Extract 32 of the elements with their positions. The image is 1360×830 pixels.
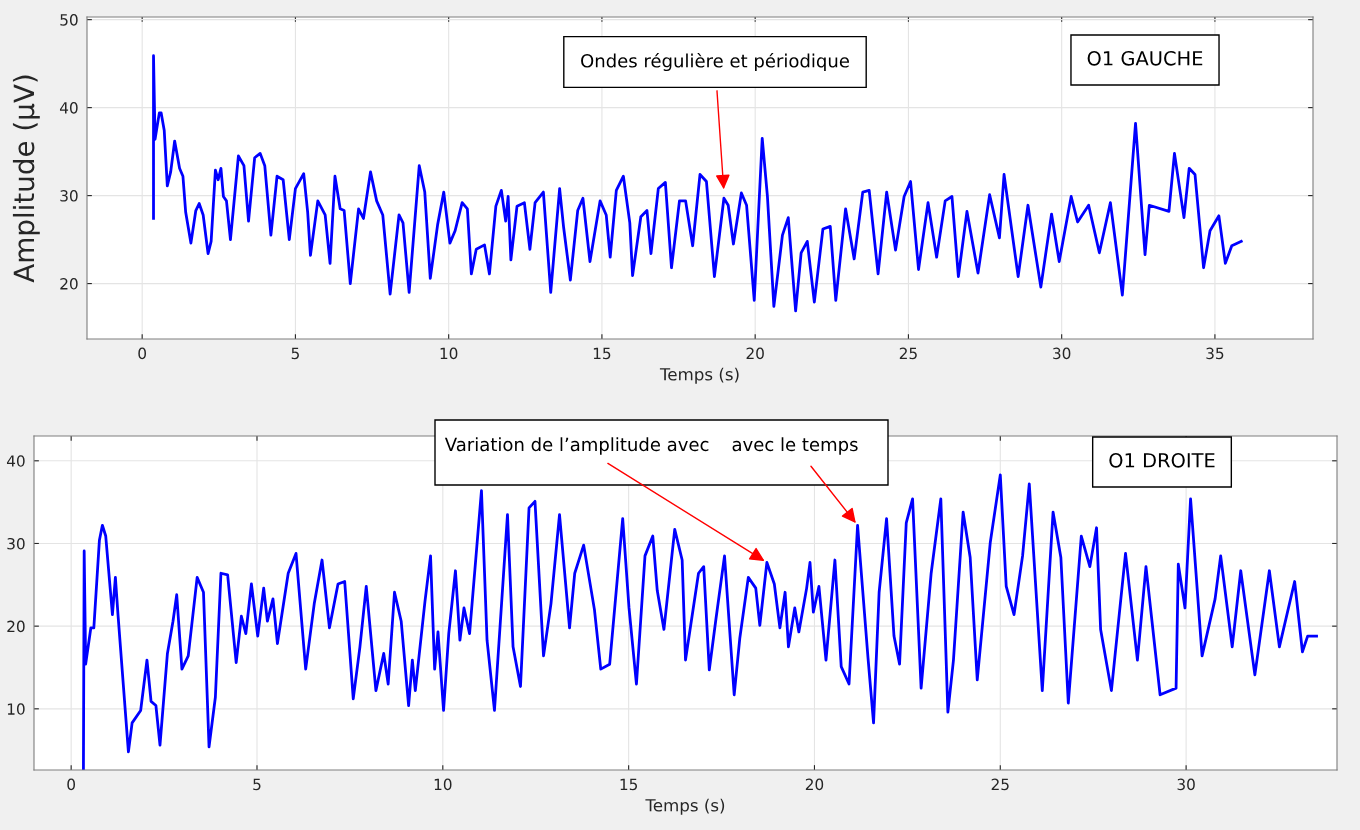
x-tick-label: 5 — [253, 778, 261, 791]
annotation: O1 DROITE — [1109, 452, 1215, 468]
x-axis-title: Temps (s) — [659, 367, 739, 384]
y-tick-label: 40 — [6, 455, 25, 467]
x-tick-label: 20 — [805, 778, 824, 791]
y-tick-label: 30 — [60, 190, 78, 202]
y-tick-label: 50 — [60, 14, 78, 26]
x-tick-label: 10 — [434, 778, 452, 791]
annotation: O1 GAUCHE — [1087, 50, 1203, 66]
x-tick-label: 0 — [67, 778, 76, 791]
y-tick-label: 40 — [59, 102, 78, 114]
annotation: Variation de l’amplitude avec — [444, 437, 709, 455]
x-tick-label: 5 — [291, 347, 299, 360]
x-tick-label: 20 — [746, 347, 764, 360]
x-tick-label: 25 — [899, 347, 917, 360]
y-axis-title: Amplitude (μV) — [12, 75, 40, 283]
x-tick-label: 30 — [1053, 347, 1071, 360]
annotation: Ondes régulière et périodique — [581, 52, 849, 72]
x-tick-label: 10 — [440, 347, 458, 360]
y-tick-label: 20 — [60, 278, 78, 290]
x-axis-title: Temps (s) — [645, 798, 725, 815]
y-tick-label: 30 — [7, 537, 25, 550]
line-series — [82, 473, 1318, 770]
x-tick-label: 25 — [991, 778, 1009, 791]
x-tick-label: 0 — [138, 347, 147, 360]
x-tick-label: 15 — [593, 347, 611, 360]
annotation: avec le temps — [732, 437, 858, 455]
y-tick-label: 20 — [7, 620, 25, 633]
y-tick-label: 10 — [7, 703, 25, 715]
x-tick-label: 15 — [620, 778, 638, 791]
x-tick-label: 35 — [1206, 347, 1224, 360]
x-tick-label: 30 — [1177, 778, 1195, 791]
